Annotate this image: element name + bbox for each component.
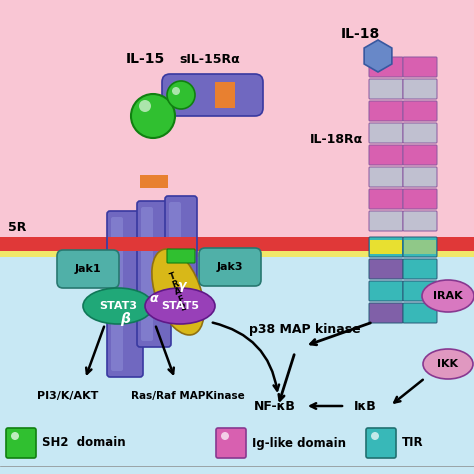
FancyBboxPatch shape bbox=[403, 211, 437, 231]
Text: Jak3: Jak3 bbox=[217, 262, 243, 272]
Text: IRAK: IRAK bbox=[433, 291, 463, 301]
Circle shape bbox=[371, 432, 379, 440]
FancyBboxPatch shape bbox=[137, 201, 171, 347]
FancyBboxPatch shape bbox=[403, 79, 437, 99]
FancyBboxPatch shape bbox=[403, 101, 437, 121]
Bar bbox=[166, 237, 196, 251]
FancyBboxPatch shape bbox=[6, 428, 36, 458]
FancyBboxPatch shape bbox=[216, 428, 246, 458]
Text: IκB: IκB bbox=[354, 400, 376, 412]
FancyBboxPatch shape bbox=[403, 57, 437, 77]
FancyBboxPatch shape bbox=[403, 189, 437, 209]
Text: TIR: TIR bbox=[402, 437, 424, 449]
Bar bbox=[138, 237, 170, 251]
FancyBboxPatch shape bbox=[369, 57, 403, 77]
Circle shape bbox=[131, 94, 175, 138]
FancyBboxPatch shape bbox=[369, 101, 403, 121]
Ellipse shape bbox=[145, 288, 215, 324]
Text: γ: γ bbox=[177, 280, 185, 292]
Bar bbox=[0, 237, 474, 251]
FancyBboxPatch shape bbox=[141, 207, 153, 341]
FancyBboxPatch shape bbox=[369, 145, 403, 165]
Ellipse shape bbox=[423, 349, 473, 379]
Text: p38 MAP kinase: p38 MAP kinase bbox=[249, 322, 361, 336]
Text: T
R
A
F
2: T R A F 2 bbox=[168, 271, 188, 313]
Text: sIL-15Rα: sIL-15Rα bbox=[180, 53, 240, 65]
Bar bbox=[404, 240, 436, 254]
FancyBboxPatch shape bbox=[403, 259, 437, 279]
Text: IL-18: IL-18 bbox=[340, 27, 380, 41]
FancyBboxPatch shape bbox=[199, 248, 261, 286]
FancyBboxPatch shape bbox=[57, 250, 119, 288]
Bar bbox=[0, 0, 474, 254]
FancyBboxPatch shape bbox=[403, 145, 437, 165]
Text: Ras/Raf MAPKinase: Ras/Raf MAPKinase bbox=[131, 391, 245, 401]
Bar bbox=[140, 175, 168, 188]
Text: PI3/K/AKT: PI3/K/AKT bbox=[37, 391, 99, 401]
FancyBboxPatch shape bbox=[403, 281, 437, 301]
Text: Jak1: Jak1 bbox=[75, 264, 101, 274]
FancyBboxPatch shape bbox=[165, 196, 197, 322]
FancyBboxPatch shape bbox=[369, 281, 403, 301]
FancyBboxPatch shape bbox=[403, 123, 437, 143]
Text: SH2  domain: SH2 domain bbox=[42, 437, 126, 449]
Ellipse shape bbox=[83, 288, 153, 324]
Bar bbox=[0, 249, 474, 257]
FancyBboxPatch shape bbox=[403, 167, 437, 187]
Ellipse shape bbox=[422, 280, 474, 312]
FancyBboxPatch shape bbox=[169, 202, 181, 316]
FancyBboxPatch shape bbox=[369, 259, 403, 279]
FancyBboxPatch shape bbox=[369, 167, 403, 187]
Bar bbox=[215, 82, 235, 108]
Text: IKK: IKK bbox=[438, 359, 458, 369]
Text: IL-15: IL-15 bbox=[126, 52, 164, 66]
Text: STAT3: STAT3 bbox=[99, 301, 137, 311]
FancyBboxPatch shape bbox=[107, 211, 143, 377]
FancyBboxPatch shape bbox=[403, 237, 437, 257]
Text: 5R: 5R bbox=[8, 220, 27, 234]
FancyBboxPatch shape bbox=[366, 428, 396, 458]
FancyBboxPatch shape bbox=[162, 74, 263, 116]
Text: STAT5: STAT5 bbox=[161, 301, 199, 311]
FancyBboxPatch shape bbox=[369, 79, 403, 99]
FancyBboxPatch shape bbox=[369, 303, 403, 323]
Circle shape bbox=[11, 432, 19, 440]
FancyBboxPatch shape bbox=[369, 211, 403, 231]
FancyBboxPatch shape bbox=[403, 303, 437, 323]
Text: Ig-like domain: Ig-like domain bbox=[252, 437, 346, 449]
FancyBboxPatch shape bbox=[167, 249, 195, 263]
FancyBboxPatch shape bbox=[111, 217, 123, 371]
Ellipse shape bbox=[152, 249, 204, 335]
Bar bbox=[0, 254, 474, 474]
Bar bbox=[108, 237, 142, 251]
Bar bbox=[370, 240, 402, 254]
Circle shape bbox=[221, 432, 229, 440]
Circle shape bbox=[172, 87, 180, 95]
Text: IL-18Rα: IL-18Rα bbox=[310, 133, 363, 146]
Polygon shape bbox=[364, 40, 392, 72]
Text: NF-κB: NF-κB bbox=[254, 400, 296, 412]
FancyBboxPatch shape bbox=[369, 237, 403, 257]
Text: β: β bbox=[120, 312, 130, 326]
Circle shape bbox=[139, 100, 151, 112]
FancyBboxPatch shape bbox=[369, 189, 403, 209]
Text: α: α bbox=[150, 292, 158, 306]
Circle shape bbox=[167, 81, 195, 109]
FancyBboxPatch shape bbox=[369, 123, 403, 143]
